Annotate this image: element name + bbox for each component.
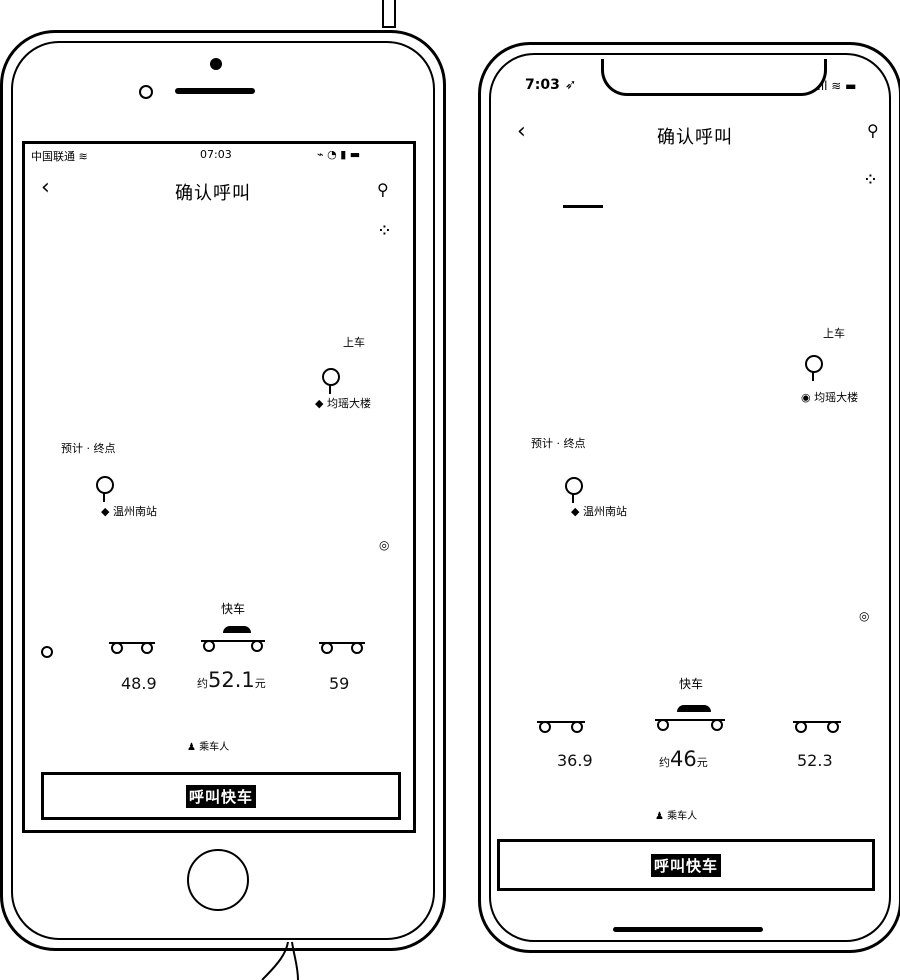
price-economy: 48.9 xyxy=(121,674,157,693)
grid-icon[interactable]: ⁘ xyxy=(865,173,876,188)
active-tab-indicator xyxy=(563,205,603,208)
right-phone: 7:03 ➶ .ıl ≋ ▬ ‹ 确认呼叫 ⚲ ⁘ 上车 ◉ 均瑶大楼 预计 ·… xyxy=(478,42,900,953)
price-premium: 52.3 xyxy=(797,751,833,770)
passenger-selector[interactable]: ♟ 乘车人 xyxy=(655,811,698,822)
page-title: 确认呼叫 xyxy=(175,183,251,204)
car-type-express: 快车 xyxy=(679,677,704,691)
left-screen: 中国联通 ≋ 07:03 ⌁ ◔ ▮ ▬ ‹ 确认呼叫 ⚲ ⁘ 上车 ◆ 均瑶大… xyxy=(22,141,416,833)
page-title: 确认呼叫 xyxy=(657,127,733,148)
passenger-selector[interactable]: ♟ 乘车人 xyxy=(187,742,230,753)
call-express-button[interactable]: 呼叫快车 xyxy=(41,772,401,820)
price-premium: 59 xyxy=(329,674,350,693)
status-bar: 中国联通 ≋ xyxy=(31,148,88,164)
charging-cable xyxy=(261,941,299,980)
pickup-marker[interactable] xyxy=(322,368,340,386)
map-pin-icon[interactable]: ⚲ xyxy=(867,121,879,140)
dropoff-marker-stem xyxy=(103,492,105,502)
pickup-place: ◆ 均瑶大楼 xyxy=(315,397,371,410)
dropoff-place: ◆ 温州南站 xyxy=(571,505,627,518)
eta-label: 预计 · 终点 xyxy=(531,437,586,450)
pickup-marker[interactable] xyxy=(805,355,823,373)
right-phone-bezel xyxy=(489,53,891,942)
right-screen: 7:03 ➶ .ıl ≋ ▬ ‹ 确认呼叫 ⚲ ⁘ 上车 ◉ 均瑶大楼 预计 ·… xyxy=(497,59,881,939)
car-icon-premium[interactable] xyxy=(793,707,841,733)
back-button[interactable]: ‹ xyxy=(41,175,50,200)
pickup-marker-stem xyxy=(812,371,814,381)
price-express: 约52.1元 xyxy=(197,668,266,692)
price-economy: 36.9 xyxy=(557,751,593,770)
dropoff-marker-stem xyxy=(572,493,574,503)
locate-icon[interactable]: ◎ xyxy=(859,609,870,623)
wifi-icon: ≋ xyxy=(78,150,88,163)
left-phone: 中国联通 ≋ 07:03 ⌁ ◔ ▮ ▬ ‹ 确认呼叫 ⚲ ⁘ 上车 ◆ 均瑶大… xyxy=(0,30,446,951)
map-pin-icon[interactable]: ⚲ xyxy=(377,180,389,199)
call-button-label: 呼叫快车 xyxy=(650,853,721,877)
car-icon-express[interactable] xyxy=(655,705,725,731)
carrier-label: 中国联通 xyxy=(31,150,75,163)
grid-icon[interactable]: ⁘ xyxy=(379,224,390,239)
price-express: 约46元 xyxy=(659,747,708,771)
clock: 07:03 xyxy=(200,148,232,161)
pickup-marker-stem xyxy=(329,384,331,394)
car-type-express: 快车 xyxy=(221,602,246,616)
clock: 7:03 ➶ xyxy=(525,77,577,93)
signal-icon: .ıl ≋ ▬ xyxy=(817,79,857,93)
pickup-label: 上车 xyxy=(823,327,845,340)
car-icon-economy[interactable] xyxy=(537,707,585,733)
dropoff-place: ◆ 温州南站 xyxy=(101,505,157,518)
pickup-label: 上车 xyxy=(343,336,365,349)
locate-icon[interactable]: ◎ xyxy=(379,538,390,552)
eta-label: 预计 · 终点 xyxy=(61,442,116,455)
clip-mark xyxy=(382,0,396,28)
call-button-label: 呼叫快车 xyxy=(185,784,256,808)
car-icon-economy[interactable] xyxy=(109,628,155,654)
home-indicator[interactable] xyxy=(613,927,763,932)
left-phone-bezel xyxy=(11,41,435,940)
car-icon-express[interactable] xyxy=(201,626,265,652)
notch xyxy=(601,59,827,96)
proximity-sensor xyxy=(139,85,153,99)
front-camera xyxy=(210,58,222,70)
car-icon-premium[interactable] xyxy=(319,628,365,654)
call-express-button[interactable]: 呼叫快车 xyxy=(497,839,875,891)
pickup-place: ◉ 均瑶大楼 xyxy=(801,391,859,404)
home-button[interactable] xyxy=(187,849,249,911)
earpiece-speaker xyxy=(175,88,255,94)
back-button[interactable]: ‹ xyxy=(517,119,526,144)
dropoff-marker[interactable] xyxy=(96,476,114,494)
car-icon-partial xyxy=(39,632,53,658)
battery-icon: ⌁ ◔ ▮ ▬ xyxy=(317,148,361,161)
dropoff-marker[interactable] xyxy=(565,477,583,495)
